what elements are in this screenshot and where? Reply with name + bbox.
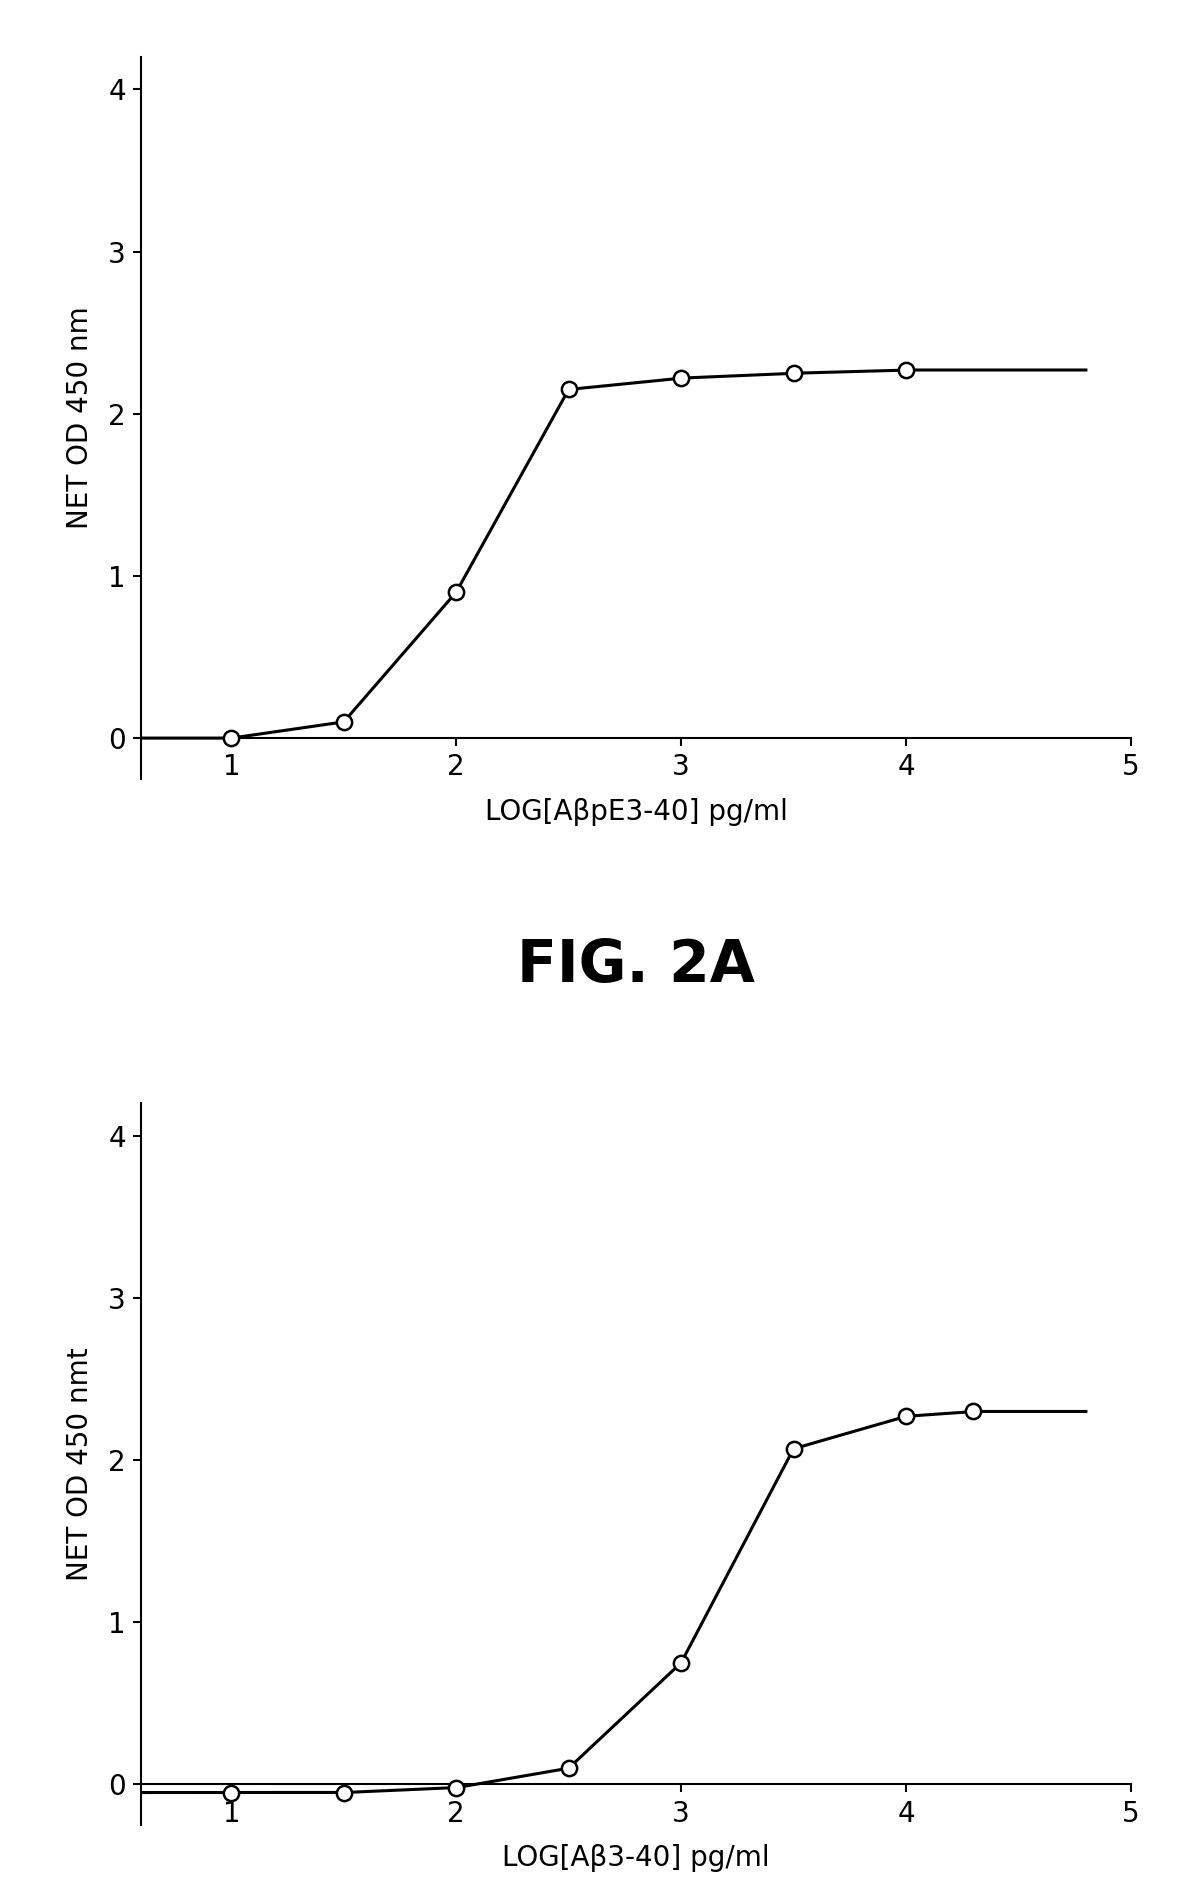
Point [221,1777,240,1808]
Point [221,722,240,753]
Point [446,576,465,606]
Point [896,1401,915,1431]
Point [785,357,803,388]
Point [335,707,353,738]
Point [964,1395,982,1426]
Point [335,1777,353,1808]
X-axis label: LOG[AβpE3-40] pg/ml: LOG[AβpE3-40] pg/ml [484,798,788,827]
Y-axis label: NET OD 450 nmt: NET OD 450 nmt [66,1348,94,1582]
Point [446,1772,465,1802]
Point [671,1648,690,1679]
Y-axis label: NET OD 450 nm: NET OD 450 nm [66,306,94,528]
Text: FIG. 2A: FIG. 2A [517,937,755,994]
Point [560,374,578,405]
Point [671,363,690,394]
X-axis label: LOG[Aβ3-40] pg/ml: LOG[Aβ3-40] pg/ml [502,1844,770,1872]
Point [896,355,915,386]
Point [785,1433,803,1464]
Point [560,1753,578,1783]
